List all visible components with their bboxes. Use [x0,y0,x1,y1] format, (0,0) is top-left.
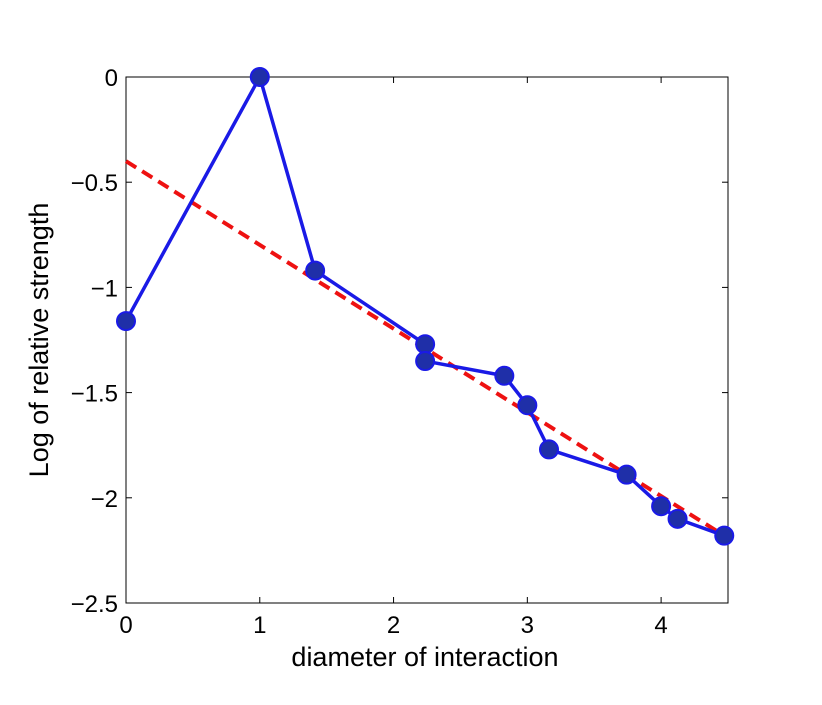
data-point [116,311,136,332]
x-tick-label: 2 [387,612,400,639]
markers-layer [116,67,735,546]
data-point [714,525,735,546]
data-point [539,439,560,460]
y-axis-label: Log of relative strength [24,203,54,478]
data-point [415,351,436,372]
x-tick-label: 4 [654,612,667,639]
y-tick-label: 0 [105,65,118,92]
data-point [415,334,436,355]
y-tick-label: −1.5 [71,381,118,408]
x-tick-label: 0 [119,612,132,639]
tick-labels-layer: 0 1 2 3 4 0 −0.5 −1 −1.5 −2 −2.5 [71,65,668,639]
y-tick-label: −2.5 [71,591,118,618]
x-axis-label: diameter of interaction [291,642,558,672]
y-tick-label: −1 [91,275,118,302]
x-tick-label: 1 [253,612,266,639]
data-point [249,67,270,87]
data-point [651,496,672,517]
data-point [517,395,538,416]
data-point [667,508,688,529]
data-point [494,365,515,386]
y-tick-label: −2 [91,486,118,513]
ticks-layer [125,76,728,604]
data-point [305,260,326,281]
y-tick-label: −0.5 [71,170,118,197]
data-point [616,464,637,485]
x-tick-label: 3 [521,612,534,639]
